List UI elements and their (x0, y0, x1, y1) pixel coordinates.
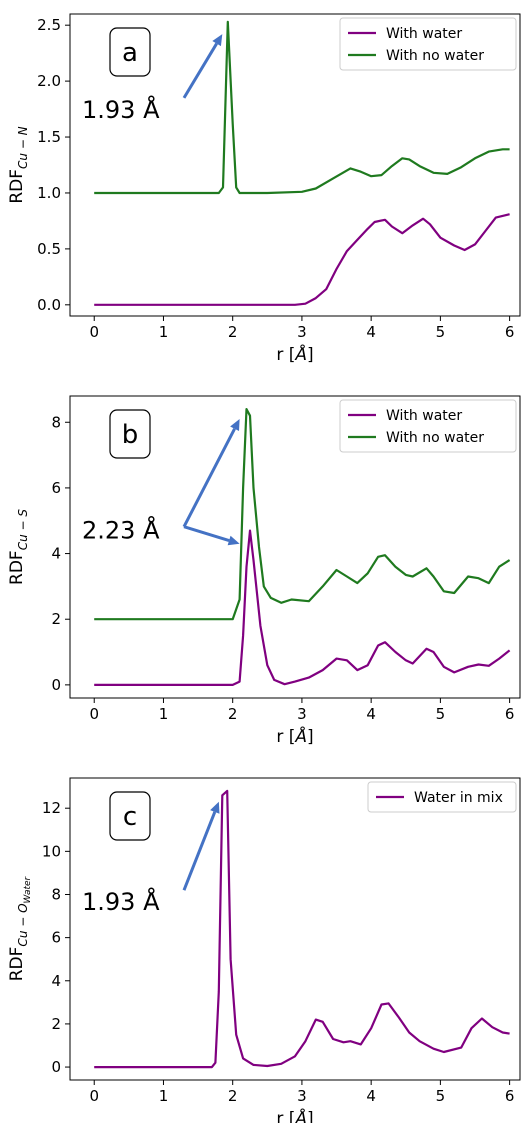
series-line-with-water (94, 213, 510, 306)
x-tick-label: 3 (297, 1087, 307, 1105)
x-tick-label: 6 (505, 323, 515, 341)
y-axis-label: RDFCu − OWater (7, 875, 33, 981)
x-tick-label: 6 (505, 705, 515, 723)
annotation-arrowhead (230, 418, 240, 432)
axes-frame (69, 777, 521, 1081)
x-tick-label: 6 (505, 1087, 515, 1105)
x-tick-label: 1 (159, 323, 169, 341)
x-tick-label: 0 (89, 323, 99, 341)
y-tick-label: 2.0 (37, 72, 61, 90)
y-tick-label: 0 (51, 676, 61, 694)
y-tick-label: 0.0 (37, 296, 61, 314)
legend-label: With no water (386, 430, 484, 446)
chart-panel-a: 0 1 2 3 4 5 6 0.0 0.5 1.0 1.5 2.0 2.5 r [Å] RDFCu − N W… (7, 13, 521, 365)
x-tick-label: 0 (89, 1087, 99, 1105)
axes-frame (69, 13, 521, 317)
panel-label-box (109, 27, 151, 77)
y-tick-label: 2 (51, 1015, 61, 1033)
legend-box (339, 399, 517, 453)
panel-label-box (109, 791, 151, 841)
y-tick-label: 1.5 (37, 128, 61, 146)
y-tick-label: 4 (51, 545, 61, 563)
y-tick-label: 2.5 (37, 16, 61, 34)
y-tick-label: 8 (51, 885, 61, 903)
x-tick-label: 5 (436, 323, 446, 341)
y-tick-label: 0.5 (37, 240, 61, 258)
x-axis-label: r [Å] (276, 725, 313, 747)
series-line-with-no-water (94, 408, 511, 621)
panel-label: a (122, 38, 138, 68)
x-tick-label: 4 (366, 1087, 376, 1105)
y-tick-label: 4 (51, 972, 61, 990)
x-tick-label: 2 (228, 705, 238, 723)
y-tick-label: 2 (51, 610, 61, 628)
x-tick-label: 1 (159, 1087, 169, 1105)
panel-label: b (122, 420, 139, 450)
y-tick-label: 8 (51, 413, 61, 431)
legend-label: With water (386, 408, 462, 424)
annotation-arrow (182, 42, 218, 99)
chart-panel-b: 0 1 2 3 4 5 6 0 2 4 6 8 r [Å] RDFCu − S With water With… (7, 395, 521, 747)
y-tick-label: 1.0 (37, 184, 61, 202)
x-axis-label: r [Å] (276, 343, 313, 365)
legend-box (367, 781, 517, 813)
annotation-arrowhead (212, 34, 223, 47)
x-tick-label: 3 (297, 323, 307, 341)
annotation-arrow (183, 525, 230, 542)
annotation-arrowhead (210, 801, 220, 814)
y-tick-label: 10 (42, 842, 61, 860)
series-line-with-no-water (94, 20, 510, 195)
x-tick-label: 5 (436, 705, 446, 723)
legend-label: With water (386, 26, 462, 42)
y-tick-label: 6 (51, 479, 61, 497)
y-axis-label: RDFCu − N (7, 126, 30, 203)
y-tick-label: 6 (51, 929, 61, 947)
x-tick-label: 4 (366, 705, 376, 723)
x-tick-label: 2 (228, 323, 238, 341)
x-axis-label: r [Å] (276, 1107, 313, 1123)
annotation-arrowhead (227, 535, 240, 546)
y-tick-label: 12 (42, 799, 61, 817)
annotation-text: 1.93 Å (82, 95, 160, 124)
axes-frame (69, 395, 521, 699)
legend-box (339, 17, 517, 71)
x-tick-label: 5 (436, 1087, 446, 1105)
x-tick-label: 1 (159, 705, 169, 723)
series-line-with-water (94, 529, 511, 686)
annotation-text: 2.23 Å (82, 516, 160, 545)
x-tick-label: 3 (297, 705, 307, 723)
annotation-arrow (182, 428, 236, 528)
series-line-water-in-mix (94, 789, 510, 1069)
legend-label: With no water (386, 48, 484, 64)
x-tick-label: 4 (366, 323, 376, 341)
panel-label: c (123, 802, 137, 832)
legend-label: Water in mix (414, 790, 503, 806)
panel-label-box (109, 409, 151, 459)
annotation-arrow (182, 811, 217, 891)
x-tick-label: 2 (228, 1087, 238, 1105)
y-tick-label: 0 (51, 1058, 61, 1076)
y-axis-label: RDFCu − S (7, 509, 30, 585)
annotation-text: 1.93 Å (82, 887, 160, 916)
x-tick-label: 0 (89, 705, 99, 723)
